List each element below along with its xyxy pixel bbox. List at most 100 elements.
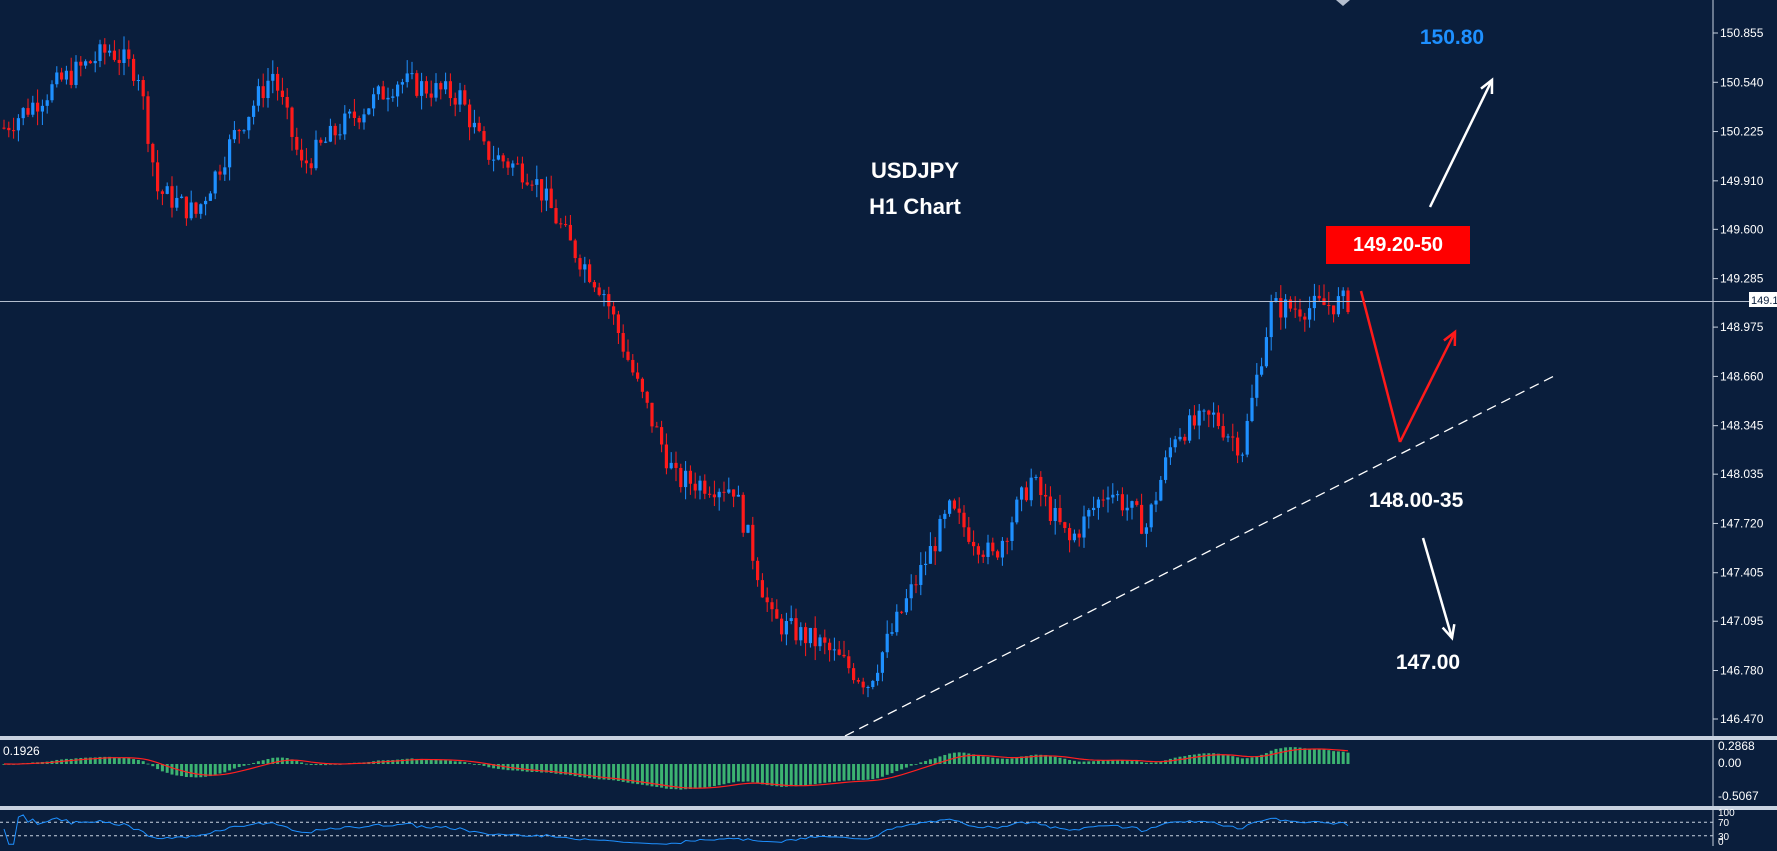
- macd-tick-label: 0.2868: [1718, 739, 1755, 753]
- macd-histogram-bar: [477, 764, 481, 765]
- macd-histogram-bar: [165, 764, 169, 773]
- macd-histogram-bar: [914, 764, 918, 765]
- arrow-red-up-head: [1443, 329, 1457, 347]
- macd-histogram-bar: [1120, 760, 1124, 764]
- macd-histogram-bar: [208, 764, 212, 777]
- candle-body: [890, 632, 894, 634]
- candle-body: [573, 240, 577, 259]
- macd-signal-line: [3, 748, 1349, 789]
- macd-histogram-bar: [871, 764, 875, 780]
- macd-histogram-bar: [319, 764, 323, 766]
- candle-body: [1298, 309, 1302, 317]
- candle-body: [60, 72, 64, 80]
- resistance-zone-label: 149.20-50: [1353, 234, 1443, 256]
- candle-body: [895, 611, 899, 633]
- candles: [2, 36, 1350, 698]
- candle-body: [300, 149, 304, 161]
- candle-body: [386, 97, 390, 100]
- candle-body: [328, 125, 332, 142]
- candle-body: [1284, 299, 1288, 318]
- candle-body: [1029, 477, 1033, 501]
- candle-body: [290, 107, 294, 137]
- arrow-red-up: [1398, 331, 1457, 443]
- macd-histogram-bar: [218, 764, 222, 774]
- macd-histogram-bar: [981, 756, 985, 764]
- macd-histogram-bar: [588, 764, 592, 779]
- macd-histogram-bar: [722, 764, 726, 785]
- candle-body: [1101, 499, 1105, 501]
- candle-body: [621, 333, 625, 352]
- candle-body: [132, 58, 136, 81]
- macd-tick-label: 0.00: [1718, 756, 1742, 770]
- candle-body: [693, 483, 697, 491]
- candle-body: [237, 130, 241, 132]
- macd-histogram-bar: [1140, 762, 1144, 764]
- candle-body: [775, 609, 779, 619]
- candle-body: [400, 82, 404, 85]
- macd-histogram-bar: [943, 754, 947, 764]
- macd-histogram-bar: [396, 759, 400, 764]
- macd-histogram-bar: [93, 757, 97, 764]
- candle-body: [722, 491, 726, 493]
- macd-histogram-bar: [1188, 755, 1192, 764]
- macd-histogram-bar: [842, 764, 846, 781]
- macd-histogram-bar: [1231, 756, 1235, 764]
- candle-body: [933, 546, 937, 552]
- macd-histogram-bar: [170, 764, 174, 775]
- candle-body: [799, 627, 803, 641]
- candle-body: [1120, 494, 1124, 511]
- candle-body: [199, 204, 203, 214]
- candle-body: [319, 139, 323, 143]
- candle-body: [741, 494, 745, 533]
- macd-histogram-bar: [660, 764, 664, 788]
- macd-histogram-bar: [1106, 760, 1110, 764]
- candle-body: [1111, 494, 1115, 498]
- candle-body: [314, 139, 318, 169]
- macd-histogram-bar: [300, 762, 304, 764]
- candle-body: [108, 50, 112, 53]
- macd-histogram-bar: [1312, 748, 1316, 764]
- macd-histogram-bar: [112, 757, 116, 764]
- candle-body: [1154, 500, 1158, 505]
- macd-histogram-bar: [108, 756, 112, 764]
- macd-histogram-bar: [160, 764, 164, 772]
- macd-histogram-bar: [746, 764, 750, 782]
- chart-timeframe: H1 Chart: [869, 194, 961, 219]
- macd-histogram-bar: [458, 761, 462, 764]
- macd-histogram-bar: [616, 764, 620, 781]
- macd-histogram-bar: [1101, 760, 1105, 764]
- candle-body: [1183, 436, 1187, 441]
- macd-histogram-bar: [1279, 748, 1283, 764]
- candle-body: [1192, 415, 1196, 426]
- candle-body: [45, 100, 49, 106]
- candle-body: [1015, 499, 1019, 523]
- candle-body: [1024, 487, 1028, 501]
- overlays: [0, 0, 1749, 737]
- candle-body: [434, 83, 438, 98]
- candle-body: [1293, 308, 1297, 310]
- candle-body: [1106, 497, 1110, 500]
- candle-body: [823, 637, 827, 643]
- candle-body: [247, 116, 251, 131]
- macd-histogram-bar: [146, 763, 150, 765]
- candle-body: [482, 131, 486, 142]
- macd-histogram-bar: [732, 764, 736, 783]
- candle-body: [492, 159, 496, 161]
- candle-body: [2, 127, 6, 129]
- candle-body: [1135, 501, 1139, 505]
- macd-histogram-bar: [703, 764, 707, 788]
- price-tick-label: 146.780: [1720, 664, 1764, 678]
- macd-histogram-bar: [1029, 755, 1033, 764]
- candle-body: [1010, 522, 1014, 541]
- macd-histogram-bar: [444, 760, 448, 764]
- macd-histogram-bar: [266, 758, 270, 764]
- candle-body: [141, 80, 145, 97]
- macd-histogram-bar: [741, 764, 745, 782]
- candle-body: [204, 200, 208, 205]
- macd-histogram-bar: [895, 764, 899, 772]
- price-tick-label: 147.095: [1720, 614, 1764, 628]
- candle-body: [636, 372, 640, 379]
- macd-histogram-bar: [1341, 751, 1345, 764]
- candle-body: [376, 86, 380, 95]
